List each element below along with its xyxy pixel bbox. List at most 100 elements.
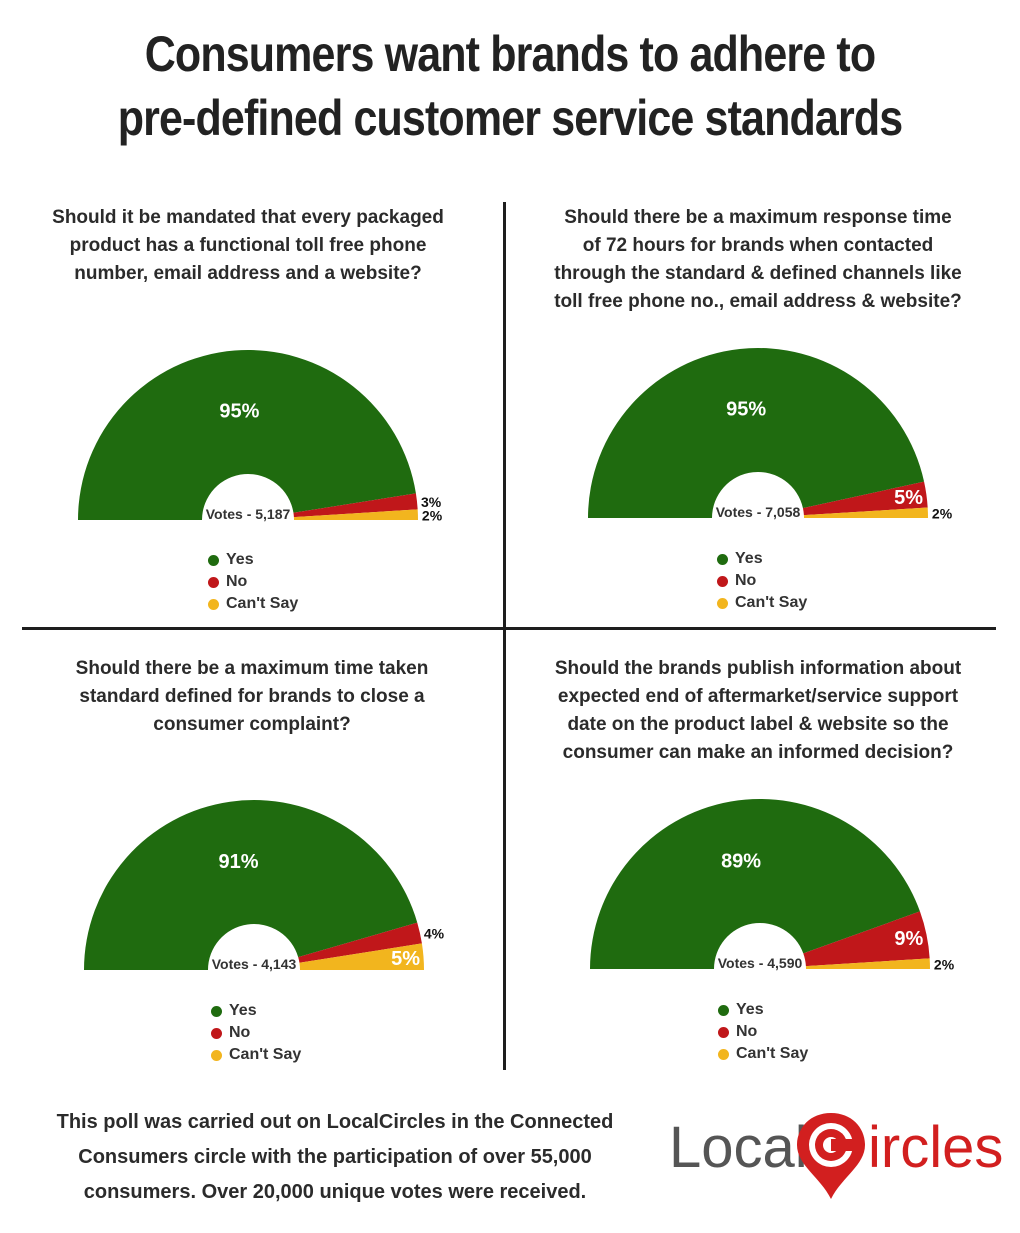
footnote-line-3: consumers. Over 20,000 unique votes were…: [83, 1181, 587, 1203]
vertical-divider: [503, 202, 506, 1070]
gauge-value-label-no: 3%: [421, 494, 442, 510]
legend-label-yes: Yes: [229, 1002, 257, 1019]
gauge-segment-cant-say: [803, 507, 928, 518]
gauge-segment-no: [803, 911, 930, 967]
question-2-line-2: of 72 hours for brands when contacted: [582, 235, 934, 256]
poll-panel-3: Should there be a maximum time taken sta…: [12, 655, 492, 1095]
legend-4: Yes No Can't Say: [718, 999, 808, 1065]
legend-label-yes: Yes: [735, 550, 763, 567]
question-2-line-3: through the standard & defined channels …: [554, 263, 962, 284]
legend-item-yes: Yes: [211, 1000, 301, 1022]
votes-count-label: Votes - 4,590: [718, 955, 803, 971]
gauge-value-label-no: 5%: [894, 487, 923, 509]
legend-label-no: No: [226, 573, 248, 590]
legend-label-cant-say: Can't Say: [735, 594, 808, 611]
question-3-line-3: consumer complaint?: [153, 714, 351, 735]
legend-dot-no: [208, 576, 219, 588]
legend-item-cant-say: Can't Say: [208, 593, 298, 615]
question-3-line-1: Should there be a maximum time taken: [75, 658, 429, 679]
footnote-line-2: Consumers circle with the participation …: [78, 1146, 592, 1168]
poll-footnote: This poll was carried out on LocalCircle…: [30, 1105, 640, 1210]
logo-word-circles: ircles: [868, 1115, 1003, 1180]
poll-question-3: Should there be a maximum time taken sta…: [12, 655, 492, 739]
question-1-line-2: product has a functional toll free phone: [69, 235, 427, 256]
legend-item-cant-say: Can't Say: [717, 592, 807, 614]
legend-dot-cant-say: [211, 1049, 222, 1061]
question-2-line-1: Should there be a maximum response time: [564, 207, 952, 228]
poll-panel-1: Should it be mandated that every package…: [8, 204, 488, 644]
gauge-segment-no: [293, 493, 418, 518]
gauge-chart-3: 91% 4%5% Votes - 4,143: [84, 799, 445, 972]
gauge-value-label-yes: 95%: [726, 399, 766, 421]
legend-label-no: No: [736, 1023, 758, 1040]
legend-dot-yes: [718, 1004, 729, 1016]
question-1-line-3: number, email address and a website?: [74, 263, 422, 284]
gauge-value-label-yes: 89%: [721, 851, 761, 873]
legend-dot-no: [717, 575, 728, 587]
votes-count-label: Votes - 7,058: [716, 504, 801, 520]
title-line-2: pre-defined customer service standards: [117, 90, 903, 146]
legend-item-yes: Yes: [208, 549, 298, 571]
gauge-value-label-cant-say: 5%: [391, 948, 420, 970]
gauge-segment-no: [298, 922, 422, 963]
legend-label-no: No: [229, 1024, 251, 1041]
legend-dot-no: [718, 1026, 729, 1038]
legend-dot-no: [211, 1027, 222, 1039]
gauge-value-label-no: 9%: [894, 928, 923, 950]
gauge-value-label-cant-say: 2%: [422, 508, 443, 524]
poll-question-1: Should it be mandated that every package…: [8, 204, 488, 288]
gauge-segment-no: [802, 481, 928, 516]
poll-question-2: Should there be a maximum response time …: [518, 204, 998, 316]
legend-label-cant-say: Can't Say: [736, 1045, 809, 1062]
gauge-segment-cant-say: [293, 509, 418, 520]
gauge-value-label-yes: 95%: [219, 400, 259, 422]
legend-item-no: No: [208, 571, 298, 593]
gauge-chart-2: 95% 5% 2% Votes - 7,058: [588, 347, 953, 522]
poll-panel-4: Should the brands publish information ab…: [518, 655, 998, 1095]
legend-item-cant-say: Can't Say: [718, 1043, 808, 1065]
legend-3: Yes No Can't Say: [211, 1000, 301, 1066]
footnote-line-1: This poll was carried out on LocalCircle…: [56, 1111, 614, 1133]
logo-pin-icon: [797, 1113, 865, 1199]
question-4-line-2: expected end of aftermarket/service supp…: [557, 686, 959, 707]
gauge-segment-yes: [78, 350, 416, 520]
legend-dot-yes: [208, 554, 219, 566]
legend-label-cant-say: Can't Say: [229, 1046, 302, 1063]
votes-count-label: Votes - 5,187: [206, 506, 291, 522]
legend-label-yes: Yes: [736, 1001, 764, 1018]
legend-dot-cant-say: [718, 1048, 729, 1060]
question-1-line-1: Should it be mandated that every package…: [52, 207, 444, 228]
gauge-value-label-no: 4%: [424, 925, 445, 941]
question-4-line-3: date on the product label & website so t…: [567, 714, 949, 735]
gauge-value-label-cant-say: 2%: [934, 957, 955, 973]
legend-item-no: No: [718, 1021, 808, 1043]
votes-count-label: Votes - 4,143: [212, 956, 297, 972]
gauge-segment-cant-say: [299, 943, 424, 970]
question-4-line-1: Should the brands publish information ab…: [554, 658, 962, 679]
legend-dot-yes: [717, 553, 728, 565]
gauge-value-label-cant-say: 2%: [932, 506, 953, 522]
poll-panel-2: Should there be a maximum response time …: [518, 204, 998, 644]
title-line-1: Consumers want brands to adhere to: [144, 26, 876, 82]
gauge-value-label-yes: 91%: [218, 851, 258, 873]
legend-label-yes: Yes: [226, 551, 254, 568]
gauge-chart-1: 95% 3%2% Votes - 5,187: [78, 350, 443, 524]
legend-item-no: No: [211, 1022, 301, 1044]
horizontal-divider: [22, 627, 996, 630]
logo-word-local: Local: [669, 1115, 808, 1180]
legend-1: Yes No Can't Say: [208, 549, 298, 615]
legend-item-yes: Yes: [718, 999, 808, 1021]
question-4-line-4: consumer can make an informed decision?: [562, 742, 954, 763]
legend-item-yes: Yes: [717, 548, 807, 570]
gauge-chart-4: 89% 9% 2% Votes - 4,590: [590, 798, 955, 973]
gauge-segment-yes: [588, 347, 925, 518]
legend-dot-cant-say: [208, 598, 219, 610]
legend-item-no: No: [717, 570, 807, 592]
question-2-line-4: toll free phone no., email address & web…: [554, 291, 962, 312]
localcircles-logo: Local ircles: [669, 1113, 1003, 1199]
legend-2: Yes No Can't Say: [717, 548, 807, 614]
gauge-segment-cant-say: [805, 958, 930, 969]
legend-item-cant-say: Can't Say: [211, 1044, 301, 1066]
legend-dot-yes: [211, 1005, 222, 1017]
poll-question-4: Should the brands publish information ab…: [518, 655, 998, 767]
